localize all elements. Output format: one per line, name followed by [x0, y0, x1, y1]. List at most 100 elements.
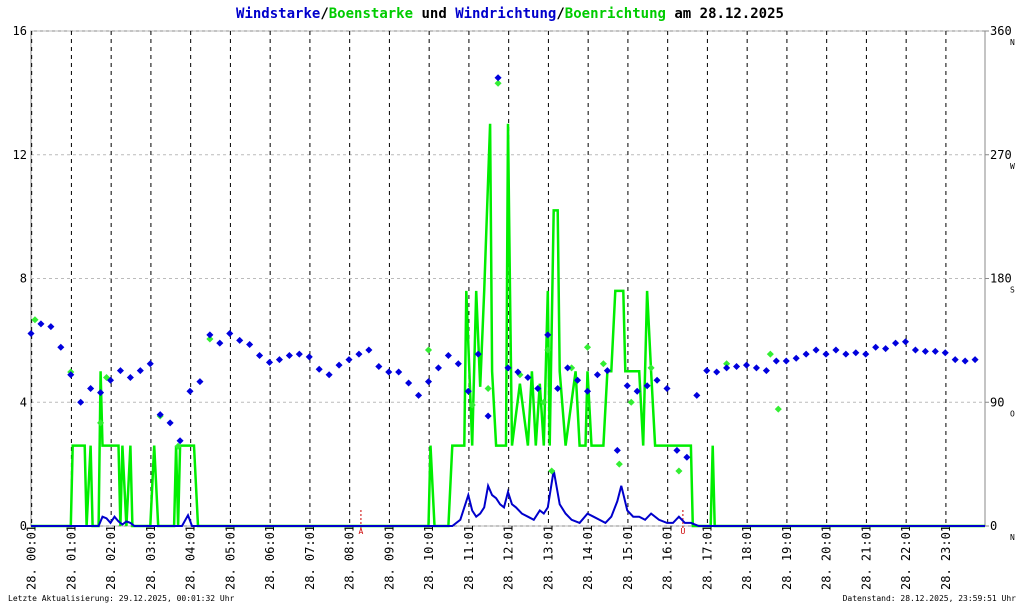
title-part: Boenstarke	[329, 6, 413, 22]
direction-point	[275, 356, 283, 364]
direction-point	[961, 357, 969, 365]
direction-point	[345, 356, 353, 364]
direction-point	[782, 357, 790, 365]
x-tick-label: 28. 15:01	[621, 525, 635, 590]
direction-point	[723, 364, 731, 372]
direction-point	[106, 376, 115, 384]
direction-point	[454, 360, 462, 368]
direction-point	[305, 353, 313, 361]
direction-point	[772, 357, 780, 365]
direction-point	[647, 364, 655, 372]
direction-point	[752, 364, 760, 372]
direction-point	[335, 361, 343, 369]
direction-letter: W	[1010, 162, 1015, 171]
direction-point	[766, 350, 774, 358]
x-tick-label: 28. 22:01	[899, 525, 913, 590]
y2-tick-label: 270	[990, 148, 1012, 162]
chart-title: Windstarke/Boenstarke und Windrichtung/B…	[236, 6, 784, 22]
direction-point	[325, 371, 333, 379]
direction-point	[265, 358, 274, 366]
direction-point	[484, 412, 492, 420]
title-part: /	[556, 6, 564, 22]
direction-point	[474, 350, 482, 358]
direction-point	[733, 362, 741, 371]
title-part: /	[320, 6, 328, 22]
x-tick-label: 28. 08:01	[343, 525, 357, 590]
direction-point	[971, 356, 979, 364]
direction-point	[663, 384, 671, 393]
direction-point	[713, 368, 721, 376]
direction-point	[365, 346, 373, 354]
x-tick-label: 28. 12:01	[502, 525, 516, 590]
x-tick-label: 28. 09:01	[382, 525, 396, 590]
direction-point	[415, 391, 423, 399]
y2-tick-label: 0	[990, 519, 997, 533]
x-tick-label: 28. 10:01	[422, 525, 436, 590]
direction-point	[603, 367, 611, 375]
direction-point	[548, 467, 556, 475]
direction-point	[126, 373, 134, 382]
direction-point	[146, 360, 154, 368]
direction-point	[633, 387, 641, 395]
direction-point	[355, 350, 363, 358]
x-tick-label: 28. 16:01	[661, 525, 675, 590]
x-tick-label: 28. 18:01	[740, 525, 754, 590]
direction-point	[852, 349, 860, 357]
direction-point	[395, 368, 403, 376]
direction-point	[534, 384, 542, 393]
direction-letter: O	[1010, 409, 1015, 418]
direction-point	[67, 371, 75, 379]
direction-point	[468, 401, 476, 409]
direction-point	[673, 446, 681, 454]
direction-point	[246, 340, 254, 349]
direction-point	[375, 362, 383, 371]
footer-right: Datenstand: 28.12.2025, 23:59:51 Uhr	[843, 594, 1017, 603]
direction-point	[832, 346, 840, 354]
direction-point	[643, 382, 651, 390]
direction-point	[951, 356, 959, 364]
x-tick-label: 28. 04:01	[184, 525, 198, 590]
direction-point	[921, 347, 929, 355]
footer-left: Letzte Aktualisierung: 29.12.2025, 00:01…	[8, 594, 235, 603]
direction-point	[97, 389, 105, 397]
direction-point	[166, 419, 174, 427]
direction-point	[206, 331, 214, 339]
direction-point	[524, 373, 532, 382]
y-tick-label: 4	[20, 395, 27, 409]
annotation-label: U	[680, 527, 685, 536]
direction-point	[613, 446, 621, 454]
x-tick-label: 28. 03:01	[144, 525, 158, 590]
y2-tick-label: 90	[990, 395, 1004, 409]
direction-point	[554, 384, 562, 393]
direction-point	[564, 364, 572, 372]
direction-letter: S	[1010, 286, 1015, 295]
direction-point	[47, 323, 55, 331]
direction-point	[514, 368, 522, 376]
direction-point	[615, 460, 623, 468]
x-tick-label: 28. 05:01	[223, 525, 237, 590]
direction-point	[544, 346, 552, 354]
direction-point	[434, 364, 442, 372]
direction-point	[424, 346, 433, 354]
direction-point	[872, 343, 880, 351]
direction-point	[762, 367, 770, 375]
direction-letter: N	[1010, 38, 1015, 47]
direction-point	[315, 365, 323, 373]
x-tick-label: 28. 17:01	[700, 525, 714, 590]
y-tick-label: 8	[20, 272, 27, 286]
direction-point	[494, 74, 502, 82]
series-line	[31, 123, 985, 528]
direction-point	[97, 419, 105, 427]
x-tick-label: 28. 23:01	[939, 525, 953, 590]
direction-point	[424, 378, 433, 386]
y-tick-label: 0	[20, 519, 27, 533]
direction-letter: N	[1010, 533, 1015, 542]
direction-point	[802, 350, 810, 358]
y-tick-label: 16	[13, 24, 27, 38]
direction-point	[931, 347, 939, 355]
annotation-label: A	[359, 527, 364, 536]
direction-point	[236, 336, 244, 344]
direction-point	[593, 371, 601, 379]
title-part: Windrichtung	[455, 6, 556, 22]
